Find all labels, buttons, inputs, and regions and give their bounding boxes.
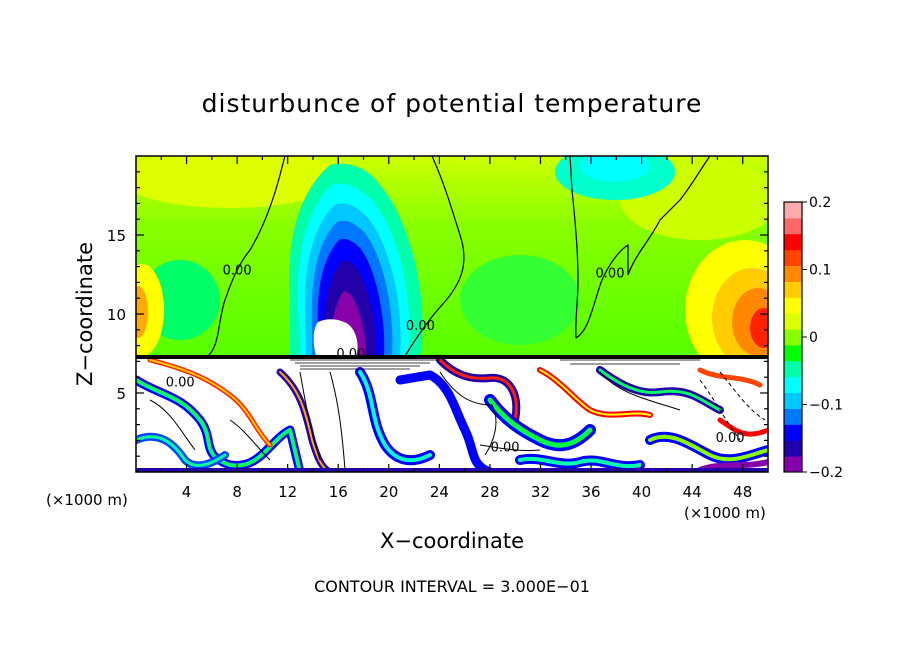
- x-tick-label: 8: [232, 483, 242, 501]
- colorbar: [784, 202, 802, 473]
- colorbar-tick-label: −0.2: [809, 465, 843, 481]
- interface-contour-lines: [290, 359, 700, 370]
- colorbar-swatch: [784, 217, 802, 235]
- x-tick-label: 20: [379, 483, 398, 501]
- x-tick-label: 44: [683, 483, 702, 501]
- y-axis-label: Z−coordinate: [73, 242, 97, 386]
- axis-ticks: [136, 156, 768, 472]
- colorbar-swatch: [784, 249, 802, 267]
- colorbar-swatch: [784, 456, 802, 473]
- x-tick-label: 32: [531, 483, 550, 501]
- colorbar-tick-label: −0.1: [809, 398, 843, 414]
- colorbar-swatch: [784, 376, 802, 394]
- colorbar-swatch: [784, 344, 802, 362]
- contour-label: 0.00: [406, 319, 435, 334]
- contour-label: 0.00: [166, 376, 195, 391]
- x-tick-label: 40: [632, 483, 651, 501]
- upper-contours: [207, 156, 711, 357]
- warm-anomaly-right: [685, 240, 768, 380]
- x-tick-label: 48: [733, 483, 752, 501]
- yellow-top-band: [136, 156, 340, 208]
- x-unit-left: (×1000 m): [46, 491, 128, 509]
- colorbar-swatch: [784, 313, 802, 330]
- cyan-top-right-core: [580, 156, 650, 182]
- colorbar-swatch: [784, 233, 802, 251]
- green-pool-right: [460, 255, 580, 345]
- colorbar-tick-label: 0.2: [809, 195, 831, 211]
- contour-interval-note: CONTOUR INTERVAL = 3.000E−01: [314, 577, 590, 596]
- x-tick-label: 4: [182, 483, 192, 501]
- colorbar-swatch: [784, 360, 802, 378]
- colorbar-swatch: [784, 424, 802, 441]
- colorbar-swatch: [784, 392, 802, 409]
- x-tick-label: 24: [430, 483, 449, 501]
- cold-plume: [289, 163, 423, 356]
- colorbar-swatch: [784, 202, 802, 219]
- lower-layer-background: [136, 358, 768, 472]
- colorbar-swatch: [784, 329, 802, 346]
- chart-title: disturbunce of potential temperature: [202, 89, 703, 118]
- contour-label: 0.00: [596, 267, 625, 282]
- colorbar-swatch: [784, 265, 802, 282]
- colorbar-ticks: 0.2 0.1 0 −0.1 −0.2: [802, 195, 843, 481]
- y-tick-label: 5: [116, 385, 126, 403]
- x-unit-right: (×1000 m): [684, 504, 766, 522]
- warm-anomaly-left: [136, 264, 164, 356]
- contour-label: 0.00: [491, 440, 520, 455]
- y-tick-labels: 5 10 15: [107, 227, 126, 403]
- contour-labels: 0.00 0.00 0.00 0.00 0.00 0.00 0.00: [166, 264, 745, 456]
- colorbar-tick-label: 0: [809, 330, 818, 346]
- x-tick-label: 28: [480, 483, 499, 501]
- colorbar-swatch: [784, 440, 802, 457]
- colorbar-swatch: [784, 408, 802, 425]
- heatmap-field: [136, 156, 768, 472]
- x-tick-label: 36: [581, 483, 600, 501]
- interface-band: [136, 355, 768, 359]
- colorbar-tick-label: 0.1: [809, 263, 831, 279]
- x-axis-label: X−coordinate: [380, 529, 524, 553]
- y-tick-label: 15: [107, 227, 126, 245]
- x-tick-labels: 4 8 12 16 20 24 28 32 36 40 44 48: [182, 483, 752, 501]
- y-tick-label: 10: [107, 306, 126, 324]
- x-tick-label: 16: [329, 483, 348, 501]
- contour-label: 0.00: [716, 431, 745, 446]
- contour-label: 0.00: [336, 347, 365, 362]
- x-tick-label: 12: [278, 483, 297, 501]
- lower-contours: [149, 371, 766, 471]
- contour-label: 0.00: [223, 264, 252, 279]
- lower-turbulent-layer: [136, 356, 768, 472]
- colorbar-swatch: [784, 281, 802, 298]
- colorbar-swatch: [784, 297, 802, 314]
